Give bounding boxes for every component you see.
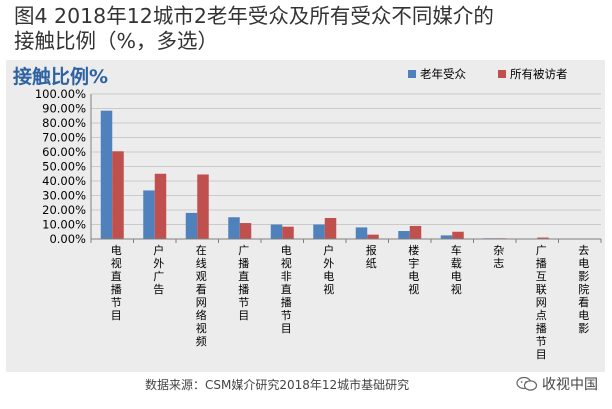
category-label: 去电影院看电影 xyxy=(578,244,589,335)
chart-panel: 接触比例% 老年受众 所有被访者 0.00% 10.00% 20.00% 30.00% 4… xyxy=(6,60,605,372)
y-tick-label: 60.00% xyxy=(42,145,86,159)
y-tick-label: 80.00% xyxy=(42,116,86,130)
bar-all xyxy=(367,234,379,239)
y-tick-label: 0.00% xyxy=(49,232,86,246)
watermark: 收视中国 xyxy=(516,374,598,394)
legend-swatch xyxy=(498,70,506,78)
y-tick-label: 100.00% xyxy=(35,87,86,101)
bar-elderly xyxy=(100,110,113,239)
category-label: 户外电视 xyxy=(323,243,334,296)
y-tick-label: 20.00% xyxy=(42,203,86,217)
y-tick-label: 10.00% xyxy=(42,218,86,232)
category-label: 户外广告 xyxy=(153,243,164,296)
bar-all xyxy=(197,174,209,239)
y-axis-ticks: 0.00%10.00%20.00%30.00%40.00%50.00%60.00… xyxy=(35,87,86,246)
bar-elderly xyxy=(355,227,368,239)
category-label: 报纸 xyxy=(366,243,377,270)
bar-elderly xyxy=(313,224,325,239)
y-tick-label: 50.00% xyxy=(42,160,86,174)
category-label: 杂志 xyxy=(493,244,504,270)
chart-legend: 老年受众 所有被访者 xyxy=(408,67,568,81)
gridlines xyxy=(91,93,601,225)
bar-all xyxy=(324,217,337,239)
bar-all xyxy=(282,226,294,239)
bar-all xyxy=(154,173,167,239)
category-label: 车载电视 xyxy=(451,243,462,296)
bar-all xyxy=(409,225,422,239)
wechat-logo-icon xyxy=(516,376,538,391)
bar-elderly xyxy=(185,212,198,239)
bars xyxy=(100,110,592,239)
bar-all xyxy=(239,223,252,239)
legend-swatch xyxy=(408,70,416,78)
legend-label: 老年受众 xyxy=(420,67,466,81)
y-tick-label: 90.00% xyxy=(42,102,86,116)
bar-elderly xyxy=(228,217,240,239)
source-note: 数据来源：CSM媒介研究2018年12城市基础研究 xyxy=(145,378,410,392)
category-label: 广播直播节目 xyxy=(238,244,249,322)
bar-elderly xyxy=(270,224,283,239)
y-tick-label: 70.00% xyxy=(42,131,86,145)
bar-elderly xyxy=(143,190,155,239)
y-tick-label: 40.00% xyxy=(42,174,86,188)
category-label: 广播互联网点播节目 xyxy=(536,244,547,361)
category-label: 楼宇电视 xyxy=(408,243,419,296)
figure-title: 图4 2018年12城市2老年受众及所有受众不同媒介的 接触比例（%，多选） xyxy=(14,4,494,53)
chart-heading: 接触比例% xyxy=(13,65,108,88)
x-axis-category-labels: 电视直播节目 户外广告 在线观看网络视频 广播直播节目 电视非直播节目 户外电视 报纸 楼宇电… xyxy=(111,243,590,361)
bar-chart: 接触比例% 老年受众 所有被访者 0.00%10.00%20.00%30.00%4… xyxy=(13,65,602,361)
bar-all xyxy=(112,151,124,239)
y-tick-label: 30.00% xyxy=(42,189,86,203)
bar-all xyxy=(537,237,549,239)
watermark-text: 收视中国 xyxy=(542,377,598,393)
category-label: 在线观看网络视频 xyxy=(196,244,207,348)
bar-all xyxy=(452,231,464,239)
category-label: 电视非直播节目 xyxy=(281,244,292,335)
bar-elderly xyxy=(440,235,453,239)
bar-elderly xyxy=(398,231,410,239)
category-label: 电视直播节目 xyxy=(111,244,122,322)
legend-label: 所有被访者 xyxy=(510,67,568,81)
axes xyxy=(90,94,602,243)
